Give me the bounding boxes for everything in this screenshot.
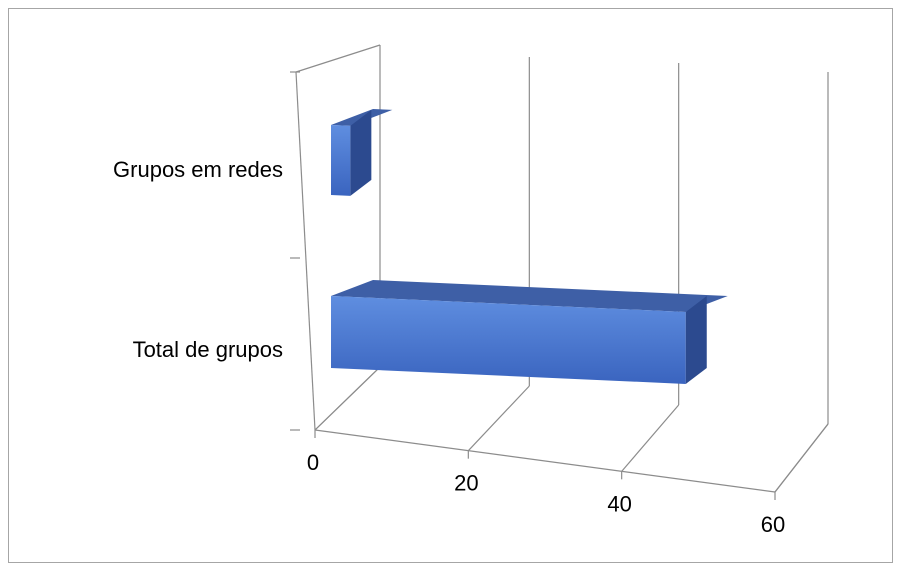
x-tick-label-0: 0 <box>307 450 319 475</box>
category-label-0: Grupos em redes <box>113 157 283 182</box>
bar-side-face <box>685 295 707 384</box>
floor-gridline-0 <box>314 366 381 431</box>
bar-1 <box>331 280 728 384</box>
bar-top-face <box>331 280 728 312</box>
bars <box>331 109 728 384</box>
x-tick-label-40: 40 <box>607 491 631 516</box>
left-wall-top-edge <box>295 44 381 73</box>
bar-front-face <box>331 296 686 384</box>
labels: 0 20 40 60 Grupos em redes Total de grupos <box>113 157 785 537</box>
floor-gridline-20 <box>467 385 530 452</box>
x-tick-label-20: 20 <box>454 471 478 496</box>
category-label-1: Total de grupos <box>133 337 283 362</box>
floor-gridline-40 <box>621 404 680 472</box>
left-wall-front-edge <box>295 71 316 431</box>
x-tick-label-60: 60 <box>761 512 785 537</box>
floor-front-edge <box>314 429 776 493</box>
bar-0 <box>331 109 393 196</box>
bar-front-face <box>331 125 351 196</box>
floor-gridline-60 <box>774 423 829 493</box>
bar-side-face <box>350 109 372 196</box>
